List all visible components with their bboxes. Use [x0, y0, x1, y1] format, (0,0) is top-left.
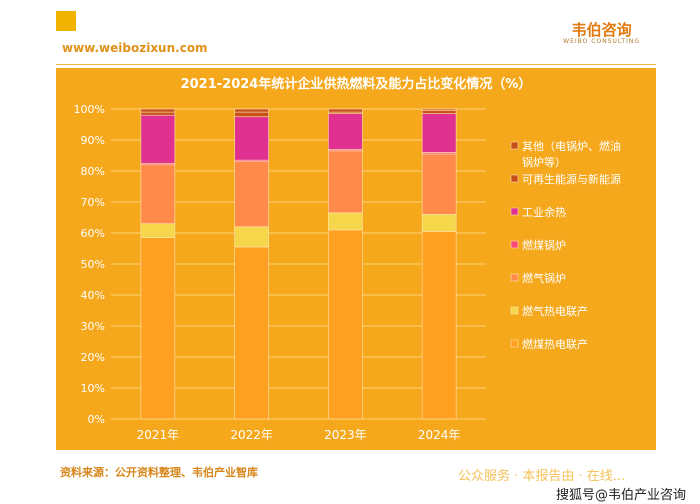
bar-segment — [421, 231, 457, 420]
y-tick-label: 60% — [81, 227, 105, 240]
legend-label: 工业余热 — [522, 205, 566, 219]
brand-logo: 韦伯咨询 WEIBO CONSULTING — [563, 22, 640, 45]
watermark-account: 搜狐号@韦伯产业咨询 — [556, 488, 687, 503]
legend-label: 可再生能源与新能源 — [522, 172, 621, 186]
legend-label: 燃煤热电联产 — [522, 337, 588, 351]
legend-label: 燃气锅炉 — [522, 271, 566, 285]
brand-subtitle: WEIBO CONSULTING — [563, 38, 640, 45]
bar-segment — [421, 113, 457, 153]
bar-segment — [421, 214, 457, 232]
y-tick-label: 10% — [81, 382, 105, 395]
bar-segment — [140, 111, 176, 116]
bar-segment — [421, 153, 457, 215]
bar-segment — [234, 161, 269, 228]
y-tick-label: 80% — [81, 165, 105, 178]
x-tick-label: 2021年 — [137, 428, 180, 442]
bar-segment — [421, 108, 457, 111]
bars — [140, 108, 457, 420]
x-tick-label: 2024年 — [418, 428, 461, 442]
corner-decoration — [56, 11, 76, 31]
bar-segment — [328, 108, 363, 113]
bar-segment — [234, 116, 269, 161]
legend-swatch — [510, 273, 519, 282]
bar-segment — [140, 114, 176, 164]
legend-label: 锅炉等） — [522, 155, 566, 169]
bar-segment — [328, 229, 363, 420]
legend-swatch — [510, 207, 519, 216]
bar-segment — [421, 110, 457, 114]
legend-swatch — [510, 141, 519, 150]
legend-swatch — [510, 306, 519, 315]
bar-segment — [140, 237, 176, 420]
watermark-text: 公众服务 · 本报告由 · 在线... — [458, 469, 626, 484]
bar-segment — [234, 108, 269, 113]
legend-label: 燃气热电联产 — [522, 304, 588, 318]
legend-swatch — [510, 240, 519, 249]
stacked-bar-chart: 2021-2024年统计企业供热燃料及能力占比变化情况（%） 0% 10% 20% 3… — [74, 76, 621, 442]
brand-name: 韦伯咨询 — [571, 21, 632, 39]
legend-swatch — [510, 174, 519, 183]
y-tick-label: 100% — [74, 103, 105, 116]
site-url: www.weibozixun.com — [62, 41, 208, 55]
bar-segment — [140, 164, 176, 225]
legend-label: 燃煤锅炉 — [522, 238, 566, 252]
bar-segment — [328, 150, 363, 214]
bar-segment — [234, 111, 269, 118]
bar-segment — [328, 212, 363, 231]
y-tick-label: 50% — [81, 258, 105, 271]
legend-label: 其他（电锅炉、燃油 — [522, 139, 621, 153]
y-tick-label: 20% — [81, 351, 105, 364]
bar-segment — [140, 108, 176, 113]
bar-segment — [234, 246, 269, 420]
legend-swatch — [510, 339, 519, 348]
y-tick-label: 0% — [88, 413, 105, 426]
header-divider — [56, 64, 656, 65]
bar-segment — [328, 113, 363, 150]
y-tick-label: 30% — [81, 320, 105, 333]
bar-segment — [140, 223, 176, 238]
x-axis: 2021年 2022年 2023年 2024年 — [137, 428, 461, 442]
y-tick-label: 90% — [81, 134, 105, 147]
y-axis: 0% 10% 20% 30% 40% 50% 60% 70% 80% 90% 100% — [74, 103, 105, 426]
x-tick-label: 2022年 — [230, 428, 273, 442]
source-note: 资料来源：公开资料整理、韦伯产业智库 — [60, 466, 258, 479]
chart-panel: 2021-2024年统计企业供热燃料及能力占比变化情况（%） 0% 10% 20% 3… — [56, 68, 656, 450]
y-tick-label: 40% — [81, 289, 105, 302]
bar-segment — [234, 226, 269, 248]
x-tick-label: 2023年 — [324, 428, 367, 442]
y-tick-label: 70% — [81, 196, 105, 209]
chart-title: 2021-2024年统计企业供热燃料及能力占比变化情况（%） — [181, 76, 532, 92]
